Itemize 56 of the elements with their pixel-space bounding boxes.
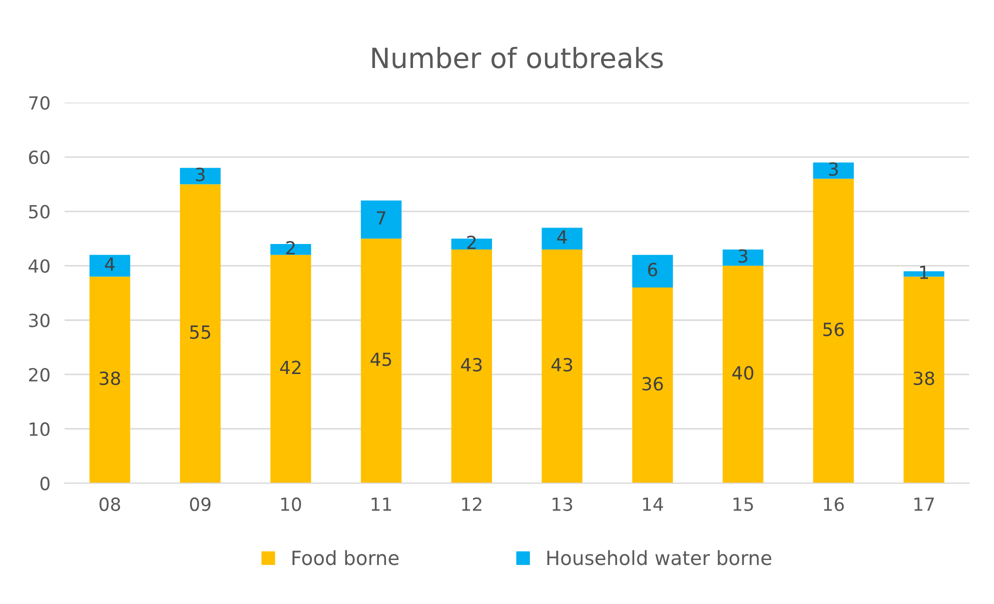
x-tick-label: 15 <box>734 498 753 512</box>
bar <box>632 254 673 288</box>
bar <box>813 178 854 484</box>
data-label: 3 <box>738 249 748 263</box>
x-tick-label: 10 <box>281 497 302 512</box>
bar <box>89 276 130 484</box>
legend-label: Food borne <box>292 550 399 566</box>
bar <box>180 184 221 484</box>
y-tick-label: 60 <box>29 150 50 164</box>
bar <box>360 200 402 239</box>
y-tick-label: 40 <box>28 259 50 273</box>
y-tick-label: 10 <box>30 422 50 436</box>
data-label: 4 <box>557 230 567 244</box>
data-label: 2 <box>467 236 476 249</box>
data-label: 3 <box>829 162 838 176</box>
bar <box>542 249 582 484</box>
bar <box>270 254 312 484</box>
data-label: 6 <box>648 262 658 276</box>
x-tick-label: 13 <box>552 497 572 512</box>
x-tick-label: 08 <box>100 497 120 512</box>
data-label: 36 <box>642 376 663 391</box>
legend-label: Household water borne <box>547 550 772 566</box>
bar <box>722 266 764 484</box>
data-label: 55 <box>190 326 210 339</box>
y-tick-label: 50 <box>29 204 50 219</box>
data-label: 40 <box>732 366 754 380</box>
y-tick-label: 70 <box>29 96 50 110</box>
data-label: 4 <box>104 258 115 271</box>
bar <box>813 162 854 179</box>
x-tick-label: 17 <box>914 498 934 511</box>
bar <box>542 228 582 250</box>
data-label: 43 <box>461 358 482 372</box>
y-tick-label: 30 <box>29 314 50 328</box>
data-label: 38 <box>914 372 934 386</box>
data-label: 7 <box>376 211 386 225</box>
x-tick-label: 09 <box>190 497 211 512</box>
bar <box>89 254 130 277</box>
y-tick-label: 0 <box>40 476 50 490</box>
data-label: 42 <box>280 360 300 374</box>
x-tick-label: 16 <box>824 497 844 512</box>
data-label: 38 <box>100 372 120 386</box>
y-tick-label: 20 <box>29 368 50 382</box>
bar <box>180 168 221 184</box>
data-label: 2 <box>286 241 295 254</box>
x-tick-label: 12 <box>462 497 482 511</box>
bar <box>722 249 764 266</box>
data-label: 45 <box>370 352 392 366</box>
bar <box>632 288 673 484</box>
bar <box>451 249 492 484</box>
data-label: 43 <box>552 358 572 372</box>
data-label: 56 <box>823 322 844 336</box>
chart-title: Number of outbreaks <box>372 46 663 68</box>
x-tick-label: 11 <box>372 498 392 511</box>
data-label: 3 <box>196 168 205 182</box>
x-tick-label: 14 <box>643 498 664 511</box>
bar <box>360 238 402 484</box>
